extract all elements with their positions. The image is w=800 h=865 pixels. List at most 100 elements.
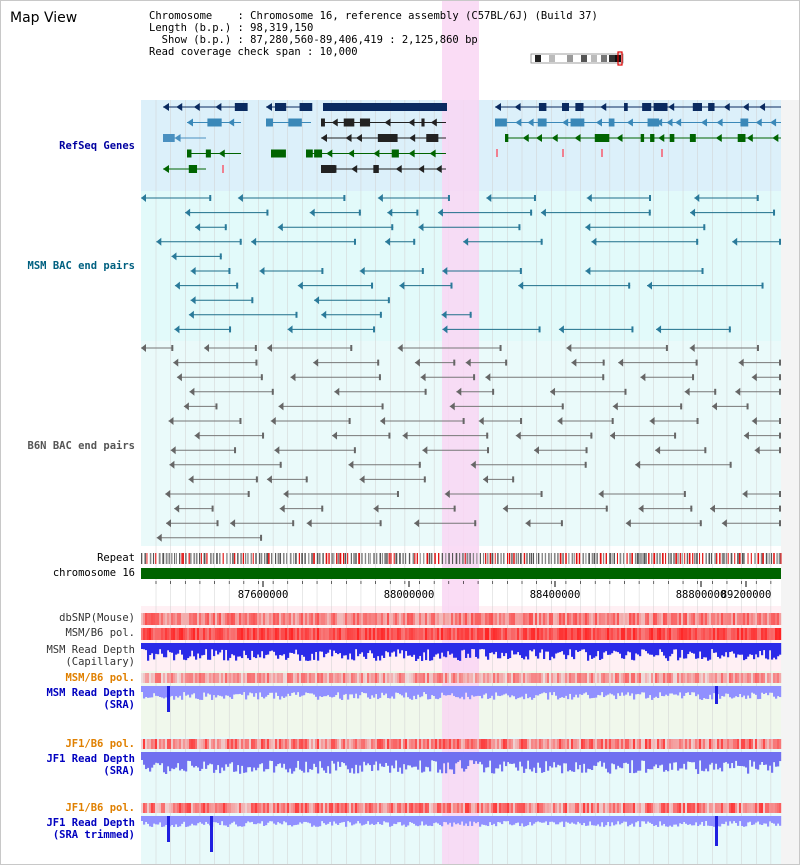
dbsnp-cell bbox=[725, 613, 728, 625]
jf1-trimmed-depth bbox=[465, 816, 468, 824]
msm-pol-cell bbox=[631, 628, 634, 640]
dbsnp-cell bbox=[425, 613, 428, 625]
dbsnp-cell bbox=[339, 613, 342, 625]
jf1-trimmed-pol-cell bbox=[233, 803, 236, 813]
jf1-trimmed-pol-cell bbox=[427, 803, 430, 813]
jf1-trimmed-depth bbox=[257, 816, 260, 824]
jf1-trimmed-pol-cell bbox=[183, 803, 186, 813]
repeat-element bbox=[641, 553, 643, 564]
jf1-pol-cell bbox=[541, 739, 544, 749]
jf1-pol-cell bbox=[625, 739, 628, 749]
jf1-trimmed-pol-cell bbox=[505, 803, 508, 813]
jf1-trimmed-depth bbox=[755, 816, 758, 823]
jf1-pol-cell bbox=[227, 739, 230, 749]
jf1-pol-cell bbox=[517, 739, 520, 749]
bac-end bbox=[377, 359, 380, 366]
jf1-sra-depth bbox=[473, 752, 476, 764]
repeat-element bbox=[141, 553, 143, 564]
msm-pol-cell bbox=[779, 628, 782, 640]
bac-end bbox=[558, 325, 564, 334]
msm-pol-cell bbox=[261, 628, 264, 640]
jf1-trimmed-depth bbox=[301, 816, 304, 824]
jf1-pol-cell bbox=[601, 739, 604, 749]
msm-sra-depth bbox=[709, 686, 712, 695]
track-label-b6n-bac[interactable]: B6N BAC end pairs bbox=[27, 440, 135, 452]
repeat-element bbox=[472, 553, 475, 564]
jf1-pol-cell bbox=[651, 739, 654, 749]
jf1-trimmed-depth bbox=[361, 816, 364, 826]
jf1-trimmed-depth bbox=[287, 816, 290, 826]
jf1-pol-cell bbox=[437, 739, 440, 749]
msm-capillary-depth bbox=[219, 643, 222, 653]
jf1-pol-cell bbox=[599, 739, 602, 749]
jf1-sra-depth bbox=[331, 752, 334, 761]
msm-sra-pol-cell bbox=[553, 673, 556, 683]
msm-pol-cell bbox=[427, 628, 430, 640]
jf1-trimmed-depth bbox=[621, 816, 624, 824]
msm-sra-pol-cell bbox=[491, 673, 494, 683]
msm-pol-cell bbox=[361, 628, 364, 640]
msm-sra-pol-cell bbox=[591, 673, 594, 683]
repeat-element bbox=[428, 553, 431, 564]
bac-end bbox=[348, 418, 351, 424]
msm-capillary-depth bbox=[731, 643, 734, 652]
repeat-element bbox=[199, 553, 201, 564]
jf1-sra-depth bbox=[433, 752, 436, 761]
dbsnp-cell bbox=[659, 613, 662, 625]
msm-sra-depth bbox=[727, 686, 730, 694]
msm-capillary-depth bbox=[645, 643, 648, 652]
jf1-trimmed-depth bbox=[255, 816, 258, 825]
msm-sra-pol-cell bbox=[689, 673, 692, 683]
bac-end bbox=[704, 447, 707, 454]
jf1-trimmed-depth bbox=[389, 816, 392, 827]
bac-end bbox=[602, 359, 605, 366]
msm-sra-pol-cell bbox=[323, 673, 326, 683]
dbsnp-cell bbox=[297, 613, 300, 625]
jf1-trimmed-depth bbox=[269, 816, 272, 822]
repeat-element bbox=[476, 553, 478, 564]
msm-sra-depth bbox=[515, 686, 518, 700]
msm-capillary-depth bbox=[149, 643, 152, 655]
dbsnp-cell bbox=[217, 613, 220, 625]
msm-capillary-depth bbox=[453, 643, 456, 658]
jf1-trimmed-depth bbox=[613, 816, 616, 826]
repeat-element bbox=[668, 553, 670, 564]
jf1-sra-depth bbox=[631, 752, 634, 761]
dbsnp-cell bbox=[443, 613, 446, 625]
msm-pol-cell bbox=[443, 628, 446, 640]
bac-end bbox=[290, 373, 296, 382]
jf1-trimmed-depth bbox=[237, 816, 240, 827]
msm-capillary-depth bbox=[561, 643, 564, 652]
bac-end bbox=[260, 374, 263, 381]
jf1-sra-depth bbox=[351, 752, 354, 769]
jf1-sra-depth bbox=[323, 752, 326, 771]
dbsnp-cell bbox=[235, 613, 238, 625]
jf1-trimmed-pol-cell bbox=[219, 803, 222, 813]
refseq-gene-exon bbox=[650, 134, 655, 142]
msm-sra-depth bbox=[705, 686, 708, 699]
jf1-trimmed-pol-cell bbox=[641, 803, 644, 813]
jf1-trimmed-pol-cell bbox=[153, 803, 156, 813]
jf1-trimmed-depth bbox=[735, 816, 738, 824]
dbsnp-cell bbox=[213, 613, 216, 625]
bac-end bbox=[385, 237, 391, 246]
track-label-refseq[interactable]: RefSeq Genes bbox=[59, 140, 135, 152]
track-label-msm-bac[interactable]: MSM BAC end pairs bbox=[27, 260, 135, 272]
jf1-pol-cell bbox=[641, 739, 644, 749]
msm-capillary-depth bbox=[531, 643, 534, 652]
msm-pol-cell bbox=[281, 628, 284, 640]
jf1-pol-cell bbox=[713, 739, 716, 749]
msm-capillary-depth bbox=[733, 643, 736, 654]
msm-pol-cell bbox=[543, 628, 546, 640]
jf1-pol-cell bbox=[155, 739, 158, 749]
msm-pol-cell bbox=[475, 628, 478, 640]
msm-capillary-depth bbox=[253, 643, 256, 658]
msm-sra-depth bbox=[159, 686, 162, 697]
ideogram-position-marker bbox=[617, 51, 623, 66]
dbsnp-cell bbox=[197, 613, 200, 625]
jf1-pol-cell bbox=[525, 739, 528, 749]
repeat-element bbox=[311, 553, 313, 564]
msm-capillary-depth bbox=[657, 643, 660, 656]
jf1-trimmed-pol-cell bbox=[603, 803, 606, 813]
